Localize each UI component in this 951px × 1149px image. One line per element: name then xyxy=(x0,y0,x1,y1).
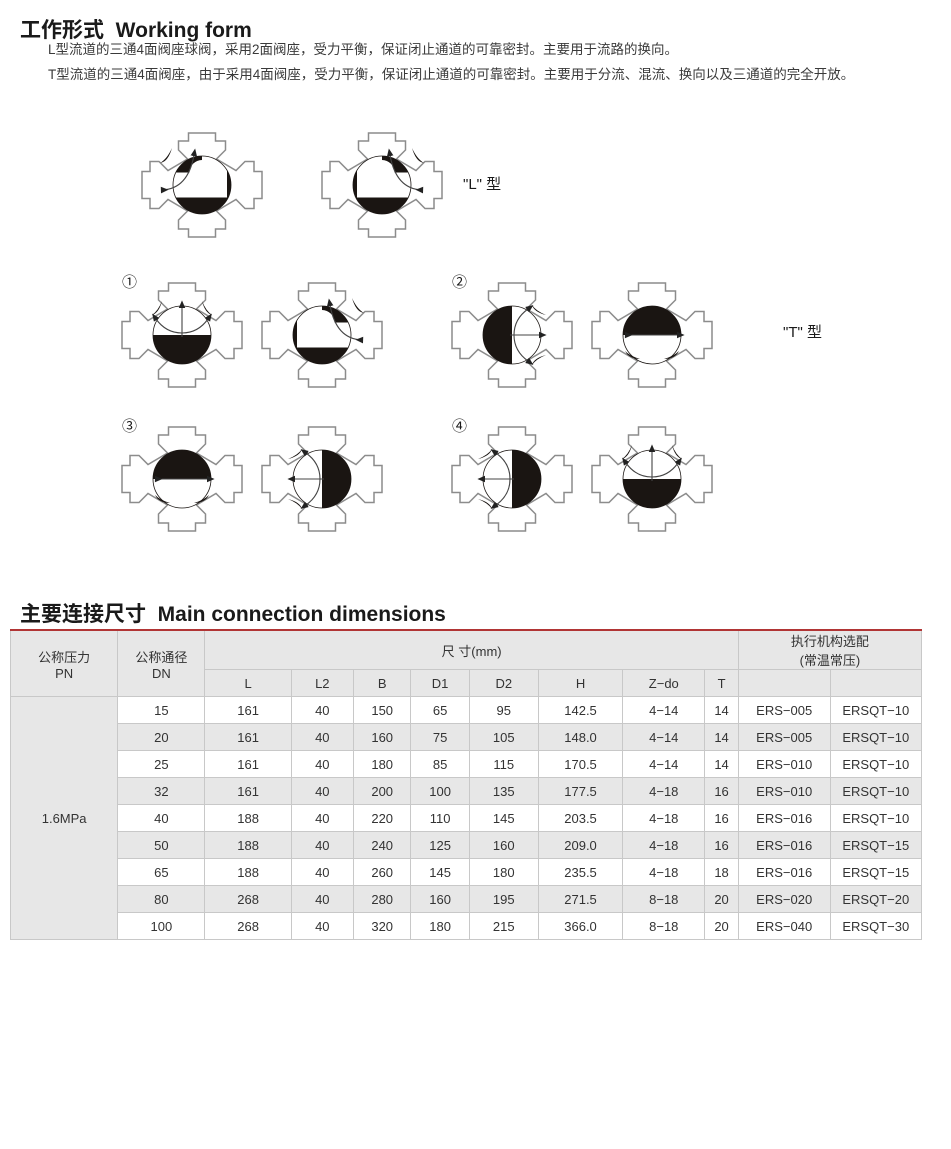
svg-text:"L" 型: "L" 型 xyxy=(463,176,501,193)
svg-text:③: ③ xyxy=(122,418,137,435)
svg-text:②: ② xyxy=(452,274,467,291)
svg-text:①: ① xyxy=(122,274,137,291)
svg-text:④: ④ xyxy=(452,418,467,435)
svg-text:"T" 型: "T" 型 xyxy=(783,324,822,341)
